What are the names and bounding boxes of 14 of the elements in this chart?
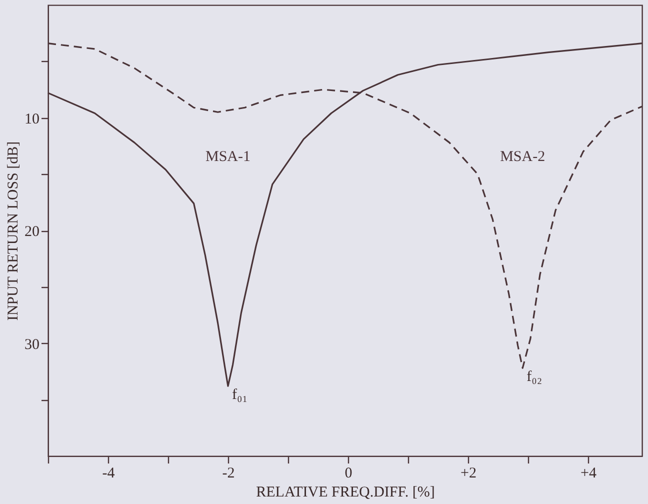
x-tick-label: -4 <box>102 466 116 482</box>
y-axis-title: INPUT RETURN LOSS [dB] <box>6 141 22 321</box>
series-label: MSA-2 <box>500 149 546 166</box>
annotation: f₀₁ <box>232 387 248 404</box>
x-tick-label: +4 <box>580 466 597 482</box>
annotation: f₀₂ <box>526 369 542 386</box>
y-tick-label: 10 <box>24 111 40 128</box>
x-axis-title: RELATIVE FREQ.DIFF. [%] <box>256 484 435 500</box>
series-label: MSA-1 <box>205 149 251 166</box>
x-tick-label: +2 <box>460 466 476 482</box>
x-tick-label: 0 <box>344 466 352 482</box>
y-tick-label: 20 <box>24 224 40 240</box>
x-tick-label: -2 <box>222 466 235 482</box>
y-tick-label: 30 <box>24 336 40 353</box>
